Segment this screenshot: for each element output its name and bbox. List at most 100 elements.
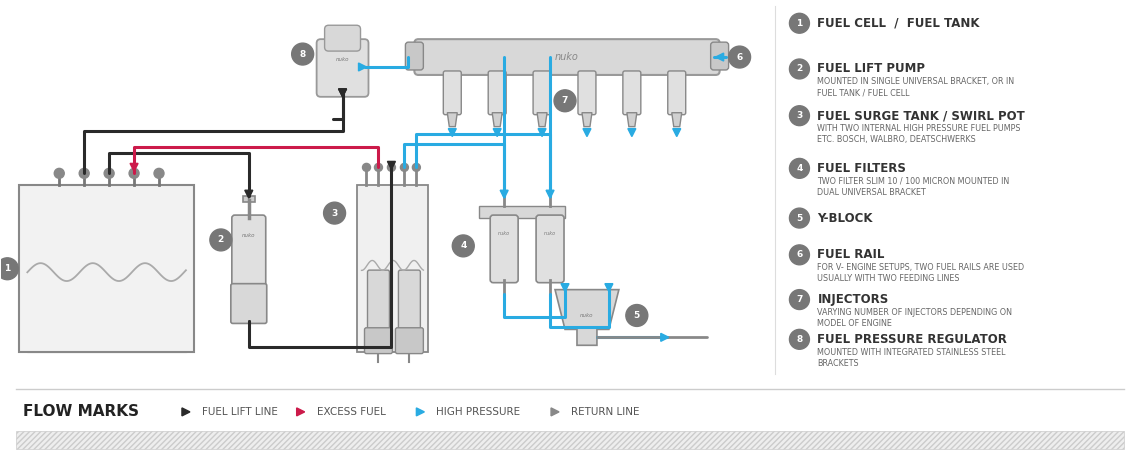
FancyBboxPatch shape: [443, 71, 462, 115]
Text: BRACKETS: BRACKETS: [817, 358, 860, 368]
Text: 6: 6: [797, 250, 803, 259]
Circle shape: [790, 245, 809, 265]
Circle shape: [363, 163, 370, 171]
Circle shape: [790, 106, 809, 126]
Polygon shape: [583, 129, 591, 137]
Text: RETURN LINE: RETURN LINE: [571, 407, 640, 417]
Circle shape: [55, 168, 64, 178]
Text: 7: 7: [562, 96, 568, 105]
Text: FUEL SURGE TANK / SWIRL POT: FUEL SURGE TANK / SWIRL POT: [817, 109, 1025, 122]
Text: nuko: nuko: [498, 231, 511, 236]
Text: FUEL LIFT LINE: FUEL LIFT LINE: [202, 407, 278, 417]
Circle shape: [210, 229, 231, 251]
Circle shape: [413, 163, 421, 171]
Text: FUEL CELL  /  FUEL TANK: FUEL CELL / FUEL TANK: [817, 17, 980, 30]
Text: 1: 1: [797, 19, 803, 28]
Circle shape: [626, 304, 648, 326]
Polygon shape: [661, 333, 669, 341]
Polygon shape: [538, 129, 546, 137]
Polygon shape: [561, 284, 569, 291]
Text: DUAL UNIVERSAL BRACKET: DUAL UNIVERSAL BRACKET: [817, 188, 926, 197]
Text: 8: 8: [300, 50, 306, 59]
Text: nuko: nuko: [555, 52, 579, 62]
Text: EXCESS FUEL: EXCESS FUEL: [317, 407, 385, 417]
Circle shape: [129, 168, 139, 178]
Text: VARYING NUMBER OF INJECTORS DEPENDING ON: VARYING NUMBER OF INJECTORS DEPENDING ON: [817, 308, 1012, 317]
FancyBboxPatch shape: [490, 215, 518, 283]
Text: ETC. BOSCH, WALBRO, DEATSCHWERKS: ETC. BOSCH, WALBRO, DEATSCHWERKS: [817, 135, 976, 144]
Polygon shape: [546, 190, 554, 198]
Text: INJECTORS: INJECTORS: [817, 293, 889, 306]
Text: nuko: nuko: [580, 313, 594, 318]
Polygon shape: [673, 129, 681, 137]
Text: TWO FILTER SLIM 10 / 100 MICRON MOUNTED IN: TWO FILTER SLIM 10 / 100 MICRON MOUNTED …: [817, 177, 1010, 186]
Circle shape: [0, 258, 18, 280]
Text: 2: 2: [797, 64, 803, 73]
Polygon shape: [605, 284, 613, 291]
Polygon shape: [551, 408, 559, 416]
Polygon shape: [500, 190, 508, 198]
FancyBboxPatch shape: [710, 42, 728, 70]
Text: 1: 1: [5, 264, 10, 273]
Text: 3: 3: [332, 208, 337, 218]
Text: 3: 3: [797, 111, 803, 120]
Circle shape: [554, 90, 576, 112]
Text: FUEL FILTERS: FUEL FILTERS: [817, 162, 906, 175]
Text: nuko: nuko: [544, 231, 556, 236]
Text: 5: 5: [634, 311, 640, 320]
Polygon shape: [339, 89, 347, 97]
Text: FUEL TANK / FUEL CELL: FUEL TANK / FUEL CELL: [817, 88, 910, 97]
FancyBboxPatch shape: [488, 71, 506, 115]
Text: FUEL PRESSURE REGULATOR: FUEL PRESSURE REGULATOR: [817, 333, 1008, 346]
FancyBboxPatch shape: [536, 215, 564, 283]
Polygon shape: [583, 113, 592, 127]
Polygon shape: [492, 113, 502, 127]
Text: MOUNTED WITH INTEGRATED STAINLESS STEEL: MOUNTED WITH INTEGRATED STAINLESS STEEL: [817, 348, 1005, 357]
Circle shape: [79, 168, 89, 178]
FancyBboxPatch shape: [406, 42, 423, 70]
Text: FUEL RAIL: FUEL RAIL: [817, 248, 885, 261]
FancyBboxPatch shape: [668, 71, 686, 115]
FancyBboxPatch shape: [398, 270, 421, 332]
Circle shape: [453, 235, 474, 257]
Text: 4: 4: [461, 241, 466, 251]
Polygon shape: [628, 129, 636, 137]
Text: 5: 5: [797, 213, 803, 223]
Polygon shape: [416, 408, 424, 416]
Polygon shape: [358, 63, 366, 71]
Text: nuko: nuko: [336, 56, 349, 62]
Text: MODEL OF ENGINE: MODEL OF ENGINE: [817, 319, 893, 328]
Polygon shape: [627, 113, 637, 127]
Circle shape: [154, 168, 164, 178]
Circle shape: [324, 202, 345, 224]
Polygon shape: [182, 408, 190, 416]
Text: 8: 8: [797, 335, 803, 344]
Text: FOR V- ENGINE SETUPS, TWO FUEL RAILS ARE USED: FOR V- ENGINE SETUPS, TWO FUEL RAILS ARE…: [817, 263, 1025, 272]
Circle shape: [374, 163, 382, 171]
FancyBboxPatch shape: [230, 284, 267, 324]
FancyBboxPatch shape: [534, 71, 551, 115]
FancyBboxPatch shape: [396, 328, 423, 353]
Text: 6: 6: [736, 52, 743, 62]
Text: 4: 4: [796, 164, 803, 173]
Circle shape: [790, 208, 809, 228]
Text: 2: 2: [218, 235, 223, 245]
Polygon shape: [671, 113, 682, 127]
Text: nuko: nuko: [242, 234, 255, 239]
FancyBboxPatch shape: [578, 71, 596, 115]
FancyBboxPatch shape: [414, 39, 719, 75]
Circle shape: [790, 13, 809, 33]
Circle shape: [790, 330, 809, 349]
Bar: [479, 206, 565, 218]
FancyBboxPatch shape: [622, 71, 641, 115]
FancyBboxPatch shape: [325, 25, 360, 51]
Bar: [357, 185, 429, 352]
Text: Y-BLOCK: Y-BLOCK: [817, 212, 873, 224]
Bar: [16, 431, 1124, 448]
Circle shape: [292, 43, 314, 65]
Polygon shape: [555, 290, 619, 345]
FancyBboxPatch shape: [367, 270, 390, 332]
Text: MOUNTED IN SINGLE UNIVERSAL BRACKET, OR IN: MOUNTED IN SINGLE UNIVERSAL BRACKET, OR …: [817, 78, 1015, 86]
Polygon shape: [716, 53, 724, 61]
Circle shape: [104, 168, 114, 178]
